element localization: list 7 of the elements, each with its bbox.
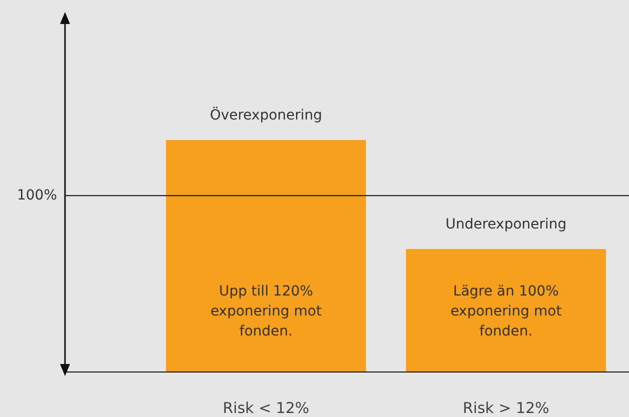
text: 100% <box>16 187 57 204</box>
annotation: Upp till 120% exponering mot fonden. <box>210 284 322 340</box>
annotation: Underexponering <box>445 216 567 233</box>
annotation: Lägre än 100% exponering mot fonden. <box>450 284 562 340</box>
x-tick-label: Risk < 12% <box>222 398 310 417</box>
x-tick-label: Risk > 12% <box>462 398 550 417</box>
annotation: Överexponering <box>210 106 322 124</box>
